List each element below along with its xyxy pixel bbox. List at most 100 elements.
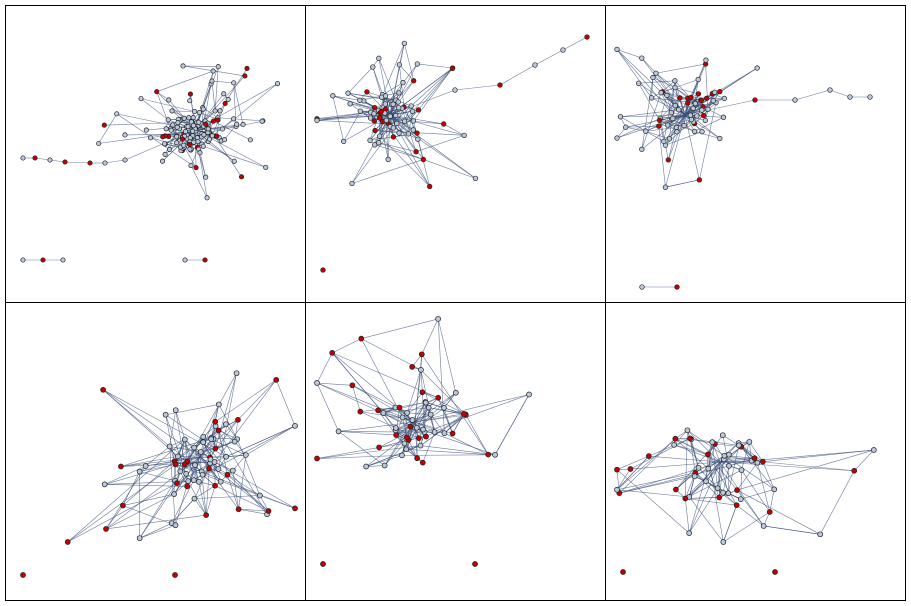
node	[203, 121, 209, 127]
edge	[854, 449, 875, 471]
node	[413, 424, 420, 431]
edge	[620, 114, 686, 118]
node	[441, 121, 447, 127]
node	[171, 491, 177, 498]
edge	[122, 471, 140, 506]
node	[399, 414, 406, 421]
node	[393, 112, 399, 119]
node	[472, 561, 478, 567]
node	[410, 118, 417, 124]
node	[177, 468, 184, 475]
node	[695, 464, 702, 471]
node	[349, 382, 356, 389]
node	[238, 174, 245, 180]
edge	[728, 445, 740, 494]
node	[709, 439, 716, 445]
node	[183, 470, 190, 477]
edge	[705, 63, 709, 110]
edge	[630, 438, 691, 470]
node	[20, 572, 26, 578]
node	[200, 106, 206, 112]
edge	[332, 338, 362, 354]
node	[186, 141, 192, 148]
node	[376, 444, 382, 451]
node	[376, 140, 382, 146]
edge	[213, 68, 248, 122]
edge	[685, 469, 742, 499]
edge	[203, 145, 266, 168]
node	[733, 502, 740, 509]
edge	[724, 455, 775, 490]
node	[376, 55, 382, 61]
edge	[705, 481, 724, 493]
node	[136, 468, 143, 475]
edge	[719, 461, 729, 494]
node	[172, 572, 178, 578]
node	[721, 95, 727, 102]
edge	[420, 369, 423, 393]
node	[703, 57, 709, 63]
edge	[120, 456, 178, 467]
edge	[316, 382, 339, 432]
edge	[674, 444, 709, 455]
node	[696, 177, 702, 183]
node	[180, 136, 186, 142]
node	[212, 108, 218, 114]
node	[584, 34, 590, 40]
node	[192, 462, 198, 469]
node	[760, 523, 767, 529]
edge	[685, 498, 737, 506]
node	[181, 115, 187, 121]
edge	[98, 129, 196, 144]
node	[273, 376, 280, 383]
edge	[190, 165, 208, 198]
node	[265, 508, 272, 514]
edge	[172, 110, 195, 112]
edge	[218, 430, 238, 440]
node	[461, 132, 467, 139]
node	[217, 108, 223, 114]
edge	[736, 449, 874, 491]
edge	[417, 139, 430, 187]
node	[382, 93, 389, 99]
node	[166, 443, 173, 450]
edge	[259, 495, 269, 512]
node	[721, 452, 728, 459]
edge	[616, 468, 631, 490]
node	[726, 463, 732, 469]
edge	[422, 431, 435, 463]
edge	[366, 445, 421, 467]
node	[187, 146, 193, 152]
node	[168, 127, 174, 133]
node	[181, 142, 187, 148]
node	[175, 120, 181, 126]
node	[210, 118, 216, 124]
node	[435, 316, 441, 322]
node	[257, 492, 263, 499]
node	[187, 91, 193, 97]
edge	[684, 114, 700, 180]
node	[720, 489, 726, 496]
edge	[711, 442, 718, 489]
node	[181, 461, 188, 468]
edge	[616, 49, 652, 98]
node	[203, 512, 209, 518]
edge	[226, 454, 246, 458]
edge	[184, 439, 188, 462]
edge	[437, 318, 457, 393]
edge	[619, 438, 676, 494]
node	[165, 117, 171, 123]
node	[329, 350, 336, 356]
edge	[350, 103, 375, 108]
node	[661, 138, 667, 145]
node	[244, 65, 250, 72]
edge	[413, 67, 453, 122]
node	[203, 174, 209, 180]
node	[681, 122, 687, 129]
edge	[316, 447, 380, 459]
node	[174, 124, 180, 130]
node	[395, 99, 401, 105]
edge	[233, 82, 244, 125]
node	[100, 386, 106, 393]
